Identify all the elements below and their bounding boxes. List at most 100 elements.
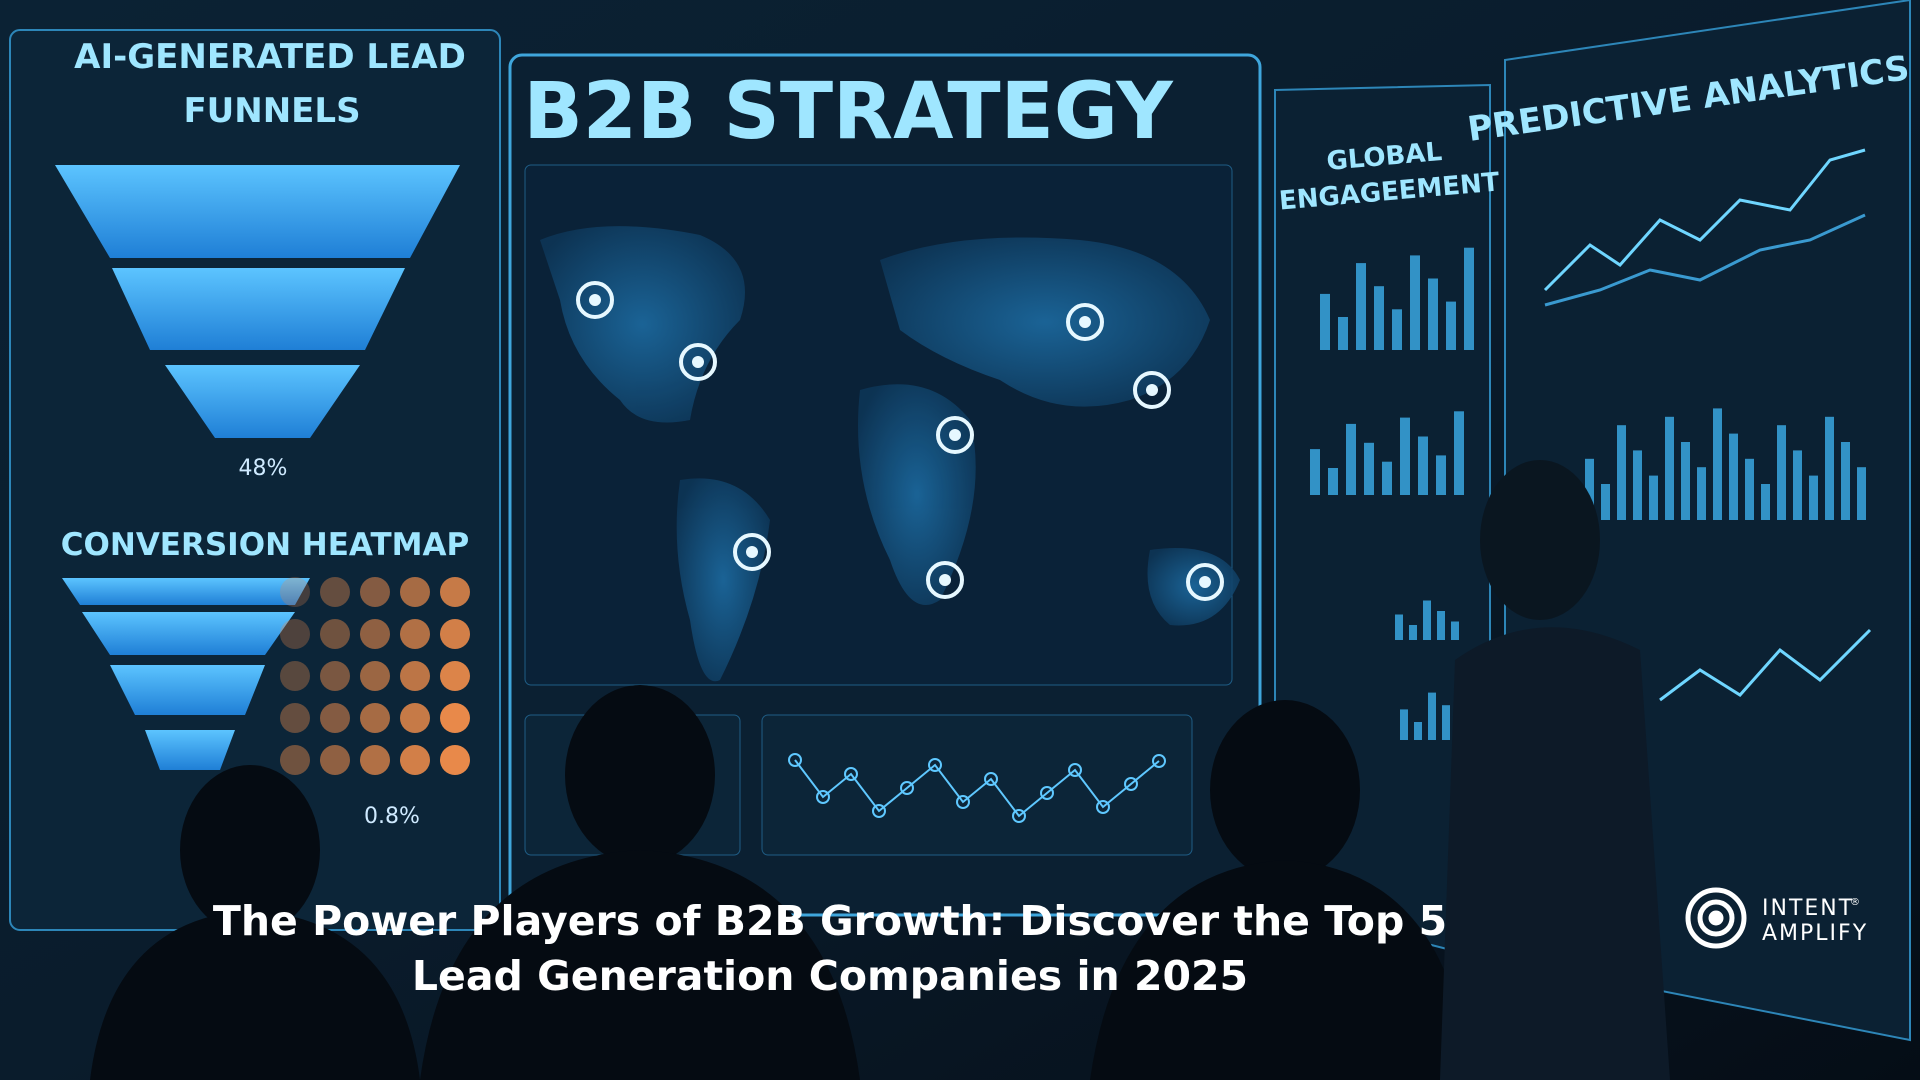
decor-line xyxy=(1543,148,1866,292)
decor-bar xyxy=(1446,301,1456,350)
network-node xyxy=(928,758,942,772)
funnel-percent: 48% xyxy=(239,456,288,481)
decor-bar xyxy=(1809,475,1818,520)
decor-bar xyxy=(1400,709,1408,740)
network-panel xyxy=(761,714,1193,856)
decor-bar xyxy=(1382,461,1392,495)
heat-dot xyxy=(440,619,470,649)
center-title: B2B STRATEGY xyxy=(523,67,1174,157)
logo-text: AMPLIFY xyxy=(1762,921,1868,946)
decor-bars xyxy=(1310,247,1866,740)
decor-bar xyxy=(1841,442,1850,520)
decor-bar xyxy=(1617,425,1626,520)
network-node xyxy=(956,795,970,809)
heat-dot xyxy=(360,703,390,733)
network-node xyxy=(1068,763,1082,777)
funnel-stage xyxy=(62,578,310,605)
heat-dot xyxy=(440,661,470,691)
funnel-stage xyxy=(165,365,360,438)
map-targets xyxy=(576,281,1224,601)
decor-bar xyxy=(1697,467,1706,520)
heat-dot xyxy=(400,619,430,649)
target-ring xyxy=(926,561,964,599)
network-node xyxy=(872,804,886,818)
people xyxy=(90,460,1670,1080)
target-dot xyxy=(939,574,951,586)
heat-dot xyxy=(400,577,430,607)
world-map xyxy=(540,226,1240,682)
decor-bar xyxy=(1428,278,1438,350)
decor-bar xyxy=(1328,468,1338,495)
decor-bar xyxy=(1451,621,1459,640)
heat-dot xyxy=(280,661,310,691)
decor-bar xyxy=(1410,255,1420,350)
logo-text: INTENT xyxy=(1762,896,1854,921)
heat-dot xyxy=(280,619,310,649)
decor-bar xyxy=(1414,722,1422,740)
funnel-stage xyxy=(145,730,235,770)
decor-bar xyxy=(1356,263,1366,350)
decor-bar xyxy=(1395,614,1403,640)
heatmap xyxy=(280,577,470,775)
heat-dot xyxy=(320,577,350,607)
network-node xyxy=(788,753,802,767)
heat-dot xyxy=(360,619,390,649)
headline: Lead Generation Companies in 2025 xyxy=(412,952,1248,1000)
network xyxy=(788,753,1166,823)
decor-bar xyxy=(1585,458,1594,520)
decor-bar xyxy=(1729,433,1738,520)
target-dot xyxy=(1079,316,1091,328)
funnel-stage xyxy=(55,165,460,258)
decor-bar xyxy=(1346,423,1356,495)
decor-bar xyxy=(1793,450,1802,520)
funnel-title: FUNNELS xyxy=(183,91,360,131)
network-node xyxy=(900,781,914,795)
decor-bar xyxy=(1665,416,1674,520)
target-dot xyxy=(692,356,704,368)
heat-dot xyxy=(400,703,430,733)
headline: The Power Players of B2B Growth: Discove… xyxy=(213,897,1447,945)
decor-bar xyxy=(1400,417,1410,495)
target-dot xyxy=(589,294,601,306)
decor-bar xyxy=(1649,475,1658,520)
decor-bar xyxy=(1601,484,1610,520)
funnel-title: AI-GENERATED LEAD xyxy=(74,37,466,77)
network-node xyxy=(984,772,998,786)
decor-bar xyxy=(1464,247,1474,350)
funnel-stage xyxy=(112,268,405,350)
target-ring xyxy=(1066,303,1104,341)
decor-bar xyxy=(1713,408,1722,520)
network-node xyxy=(1012,809,1026,823)
heat-dot xyxy=(360,745,390,775)
target-ring xyxy=(1133,371,1171,409)
heat-dot xyxy=(360,661,390,691)
funnel-stage xyxy=(82,612,295,655)
decor-bar xyxy=(1633,450,1642,520)
target-dot xyxy=(949,429,961,441)
heat-dot xyxy=(280,703,310,733)
decor-bar xyxy=(1428,692,1436,740)
heat-dot xyxy=(320,703,350,733)
network-node xyxy=(816,790,830,804)
network-line xyxy=(794,759,1160,818)
target-ring xyxy=(733,533,771,571)
heat-dot xyxy=(400,745,430,775)
network-node xyxy=(1152,754,1166,768)
decor-bar xyxy=(1825,416,1834,520)
decor-bar xyxy=(1392,309,1402,350)
heat-dot xyxy=(360,577,390,607)
target-ring xyxy=(1186,563,1224,601)
decor-line xyxy=(1544,213,1866,307)
decor-bar xyxy=(1437,611,1445,640)
target-ring xyxy=(576,281,614,319)
decor-bar xyxy=(1777,425,1786,520)
target-dot xyxy=(1199,576,1211,588)
decor-bar xyxy=(1761,484,1770,520)
decor-bar xyxy=(1374,286,1384,350)
decor-bar xyxy=(1320,293,1330,350)
funnel-stage xyxy=(110,665,265,715)
heatmap-percent: 0.8% xyxy=(364,804,420,829)
network-node xyxy=(1124,777,1138,791)
network-node xyxy=(1040,786,1054,800)
